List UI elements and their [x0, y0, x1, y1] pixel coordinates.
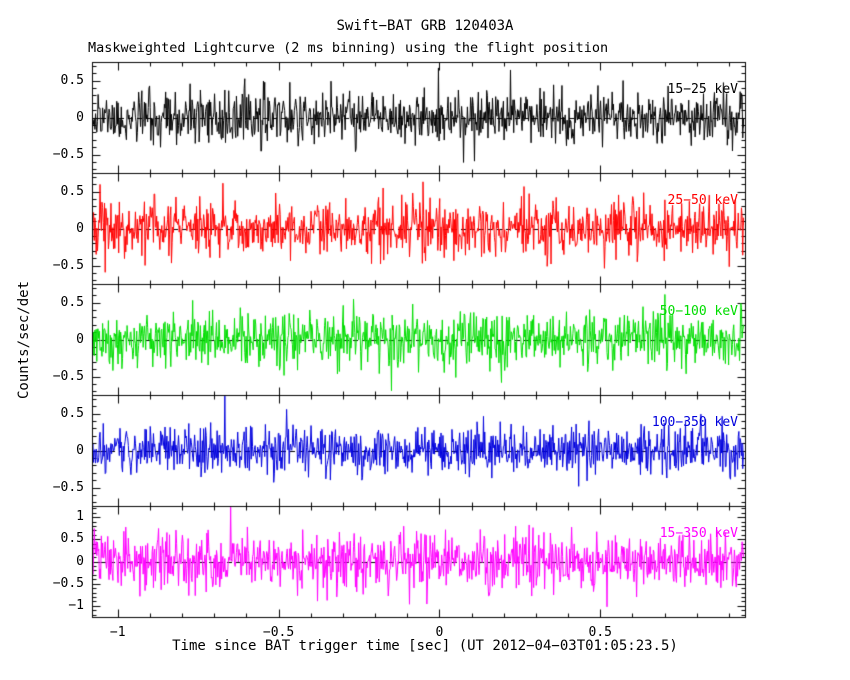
- chart-title: Swift−BAT GRB 120403A: [336, 18, 514, 34]
- y-tick-label: −0.5: [52, 257, 84, 273]
- x-tick-label: 0.5: [588, 625, 612, 640]
- band-label-2: 50−100 keV: [659, 304, 738, 319]
- chart-subtitle: Maskweighted Lightcurve (2 ms binning) u…: [88, 40, 609, 56]
- y-tick-label: −0.5: [52, 368, 84, 384]
- x-tick-label: −0.5: [262, 625, 295, 640]
- y-tick-label: 0: [76, 109, 84, 125]
- y-tick-label: 0: [76, 553, 84, 569]
- x-axis-label: Time since BAT trigger time [sec] (UT 20…: [172, 638, 678, 654]
- band-label-1: 25−50 keV: [667, 193, 738, 208]
- y-tick-label: 0: [76, 331, 84, 347]
- y-tick-label: 0: [76, 220, 84, 236]
- y-tick-label: 0.5: [60, 405, 84, 421]
- band-label-4: 15−350 keV: [659, 526, 738, 541]
- x-tick-label: −1: [109, 625, 126, 640]
- y-tick-label: 1: [76, 509, 84, 525]
- y-tick-label: 0: [76, 442, 84, 458]
- y-tick-label: −0.5: [52, 479, 84, 495]
- y-tick-label: −0.5: [52, 575, 84, 591]
- y-tick-label: 0.5: [60, 294, 84, 310]
- y-tick-label: 0.5: [60, 72, 84, 88]
- y-tick-label: −0.5: [52, 146, 84, 162]
- y-tick-label: −1: [68, 597, 84, 613]
- band-label-0: 15−25 keV: [667, 82, 738, 97]
- band-label-3: 100−350 keV: [651, 415, 738, 430]
- x-tick-label: 0: [435, 625, 444, 640]
- y-tick-label: 0.5: [60, 183, 84, 199]
- y-axis-label: Counts/sec/det: [16, 280, 32, 399]
- y-tick-label: 0.5: [60, 531, 84, 547]
